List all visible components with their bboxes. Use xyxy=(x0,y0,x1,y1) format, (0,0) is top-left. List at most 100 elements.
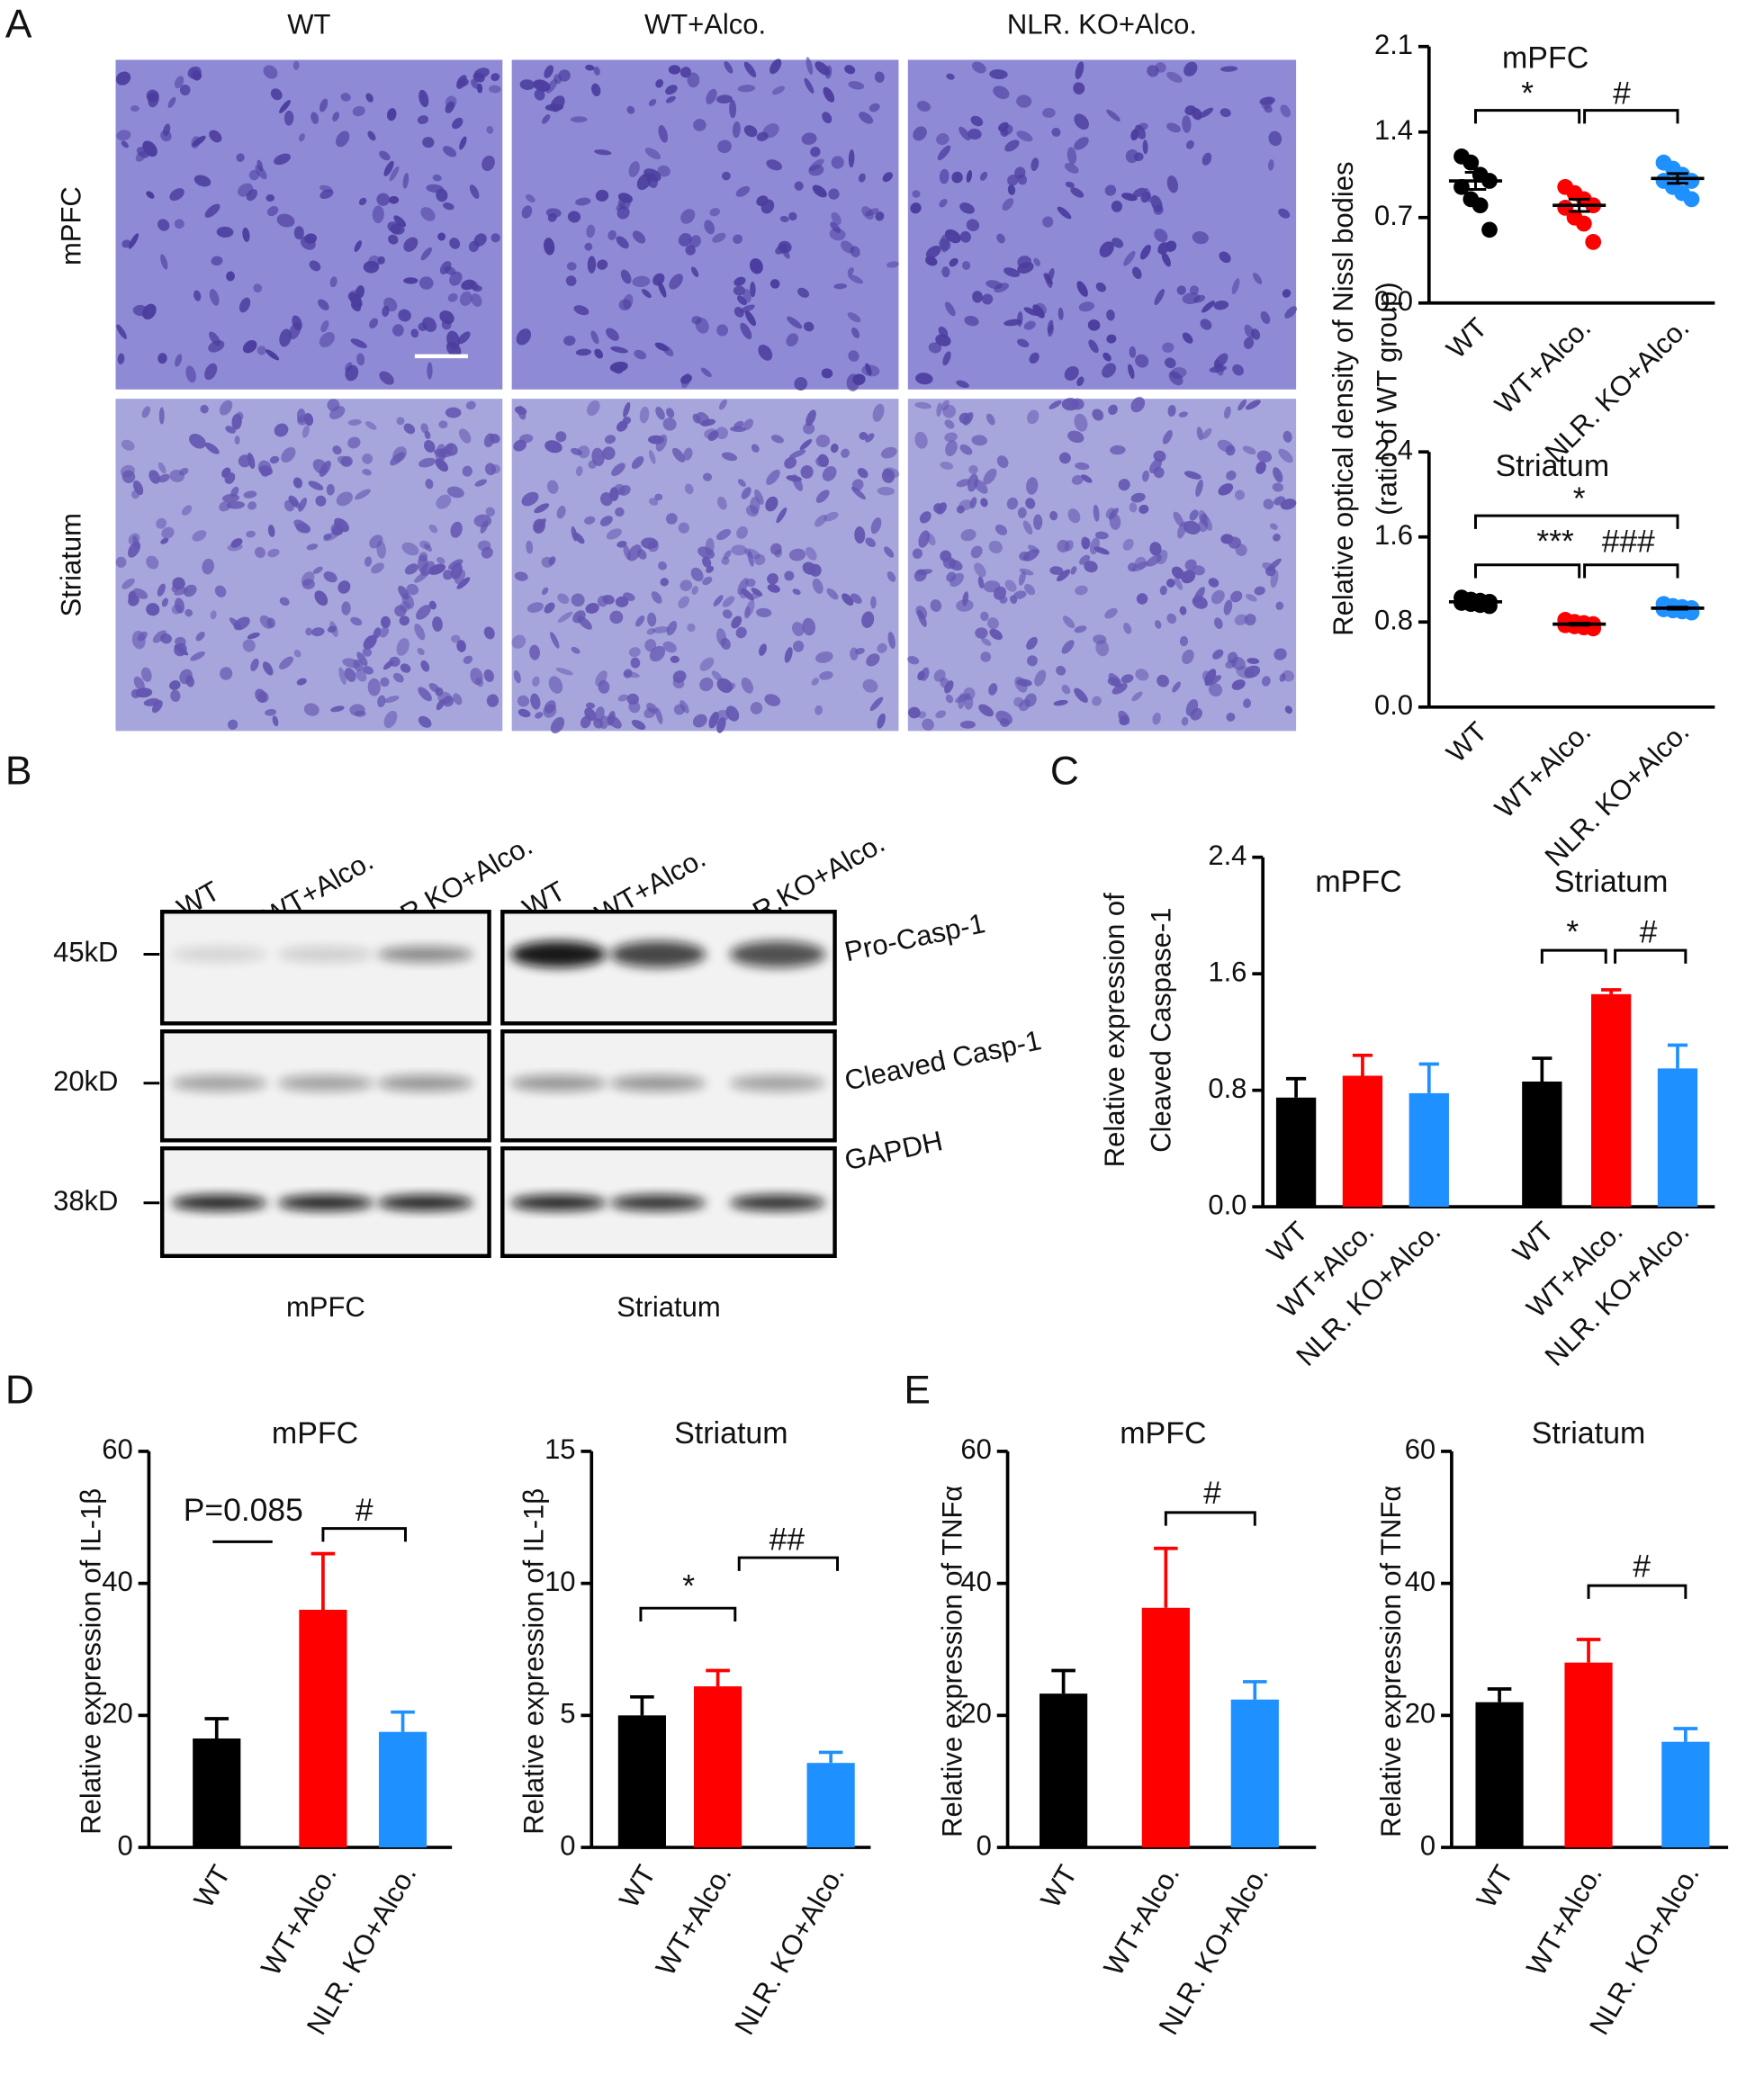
nucleus xyxy=(1075,585,1088,596)
bar xyxy=(1275,1097,1317,1208)
nucleus xyxy=(593,66,600,76)
nucleus xyxy=(122,239,131,248)
nucleus xyxy=(242,639,256,652)
x-tick-label: WT xyxy=(1440,715,1493,768)
nucleus xyxy=(700,367,712,378)
nucleus xyxy=(541,587,549,596)
nucleus xyxy=(1044,273,1053,288)
nucleus xyxy=(678,232,692,247)
bar xyxy=(694,1686,742,1848)
nucleus xyxy=(1153,450,1166,463)
nucleus xyxy=(1000,128,1009,137)
nucleus xyxy=(304,233,318,244)
nucleus xyxy=(865,208,879,217)
nucleus xyxy=(1027,409,1040,425)
nucleus xyxy=(743,125,758,138)
nucleus xyxy=(691,266,699,278)
nucleus xyxy=(884,546,895,558)
nucleus xyxy=(580,715,591,729)
nucleus xyxy=(449,271,463,286)
nucleus xyxy=(882,172,893,183)
nucleus xyxy=(1167,405,1176,418)
nucleus xyxy=(1181,716,1189,726)
blot-band xyxy=(377,1074,473,1091)
nucleus xyxy=(473,514,492,528)
nucleus xyxy=(1007,184,1016,195)
nucleus xyxy=(424,440,436,453)
nucleus xyxy=(202,558,215,575)
nucleus xyxy=(1227,651,1238,664)
nucleus xyxy=(220,667,233,680)
nucleus xyxy=(1139,244,1151,260)
nucleus xyxy=(1075,462,1090,471)
nucleus xyxy=(1004,139,1020,152)
bar xyxy=(1475,1702,1524,1848)
nucleus xyxy=(1189,285,1200,295)
nucleus xyxy=(741,487,752,499)
nucleus xyxy=(875,211,885,221)
nucleus xyxy=(369,534,383,549)
nucleus xyxy=(933,669,946,682)
nucleus xyxy=(1185,139,1194,149)
nucleus xyxy=(443,202,454,211)
nucleus xyxy=(1065,181,1075,188)
nucleus xyxy=(422,137,435,148)
nucleus xyxy=(1089,537,1100,555)
nucleus xyxy=(570,116,588,123)
nucleus xyxy=(185,365,196,383)
nucleus xyxy=(295,523,311,534)
nucleus xyxy=(208,340,225,353)
nucleus xyxy=(133,676,145,691)
nucleus xyxy=(279,656,294,670)
nucleus xyxy=(618,485,631,496)
nucleus xyxy=(486,125,494,134)
nucleus xyxy=(418,552,428,562)
nucleus xyxy=(130,105,140,112)
nucleus xyxy=(699,677,714,692)
nucleus xyxy=(557,611,573,624)
nucleus xyxy=(158,219,170,231)
y-axis-label: Relative expression of IL-1β xyxy=(76,1488,107,1835)
nucleus xyxy=(999,718,1010,728)
nucleus xyxy=(1226,712,1236,722)
nucleus xyxy=(996,233,1005,244)
nucleus xyxy=(456,640,466,652)
nucleus xyxy=(1081,536,1089,549)
bar xyxy=(193,1738,241,1848)
nucleus xyxy=(718,399,727,410)
nucleus xyxy=(516,328,532,346)
nucleus xyxy=(309,260,321,272)
nucleus xyxy=(327,625,338,633)
nucleus xyxy=(1152,712,1161,725)
y-tick-label: 40 xyxy=(1405,1566,1436,1597)
nucleus xyxy=(1057,206,1072,220)
blot-band xyxy=(277,946,374,963)
nucleus xyxy=(1061,398,1080,411)
nucleus xyxy=(1131,561,1149,572)
nucleus xyxy=(354,240,363,252)
nucleus xyxy=(1200,319,1212,330)
nucleus xyxy=(989,69,1008,80)
nucleus xyxy=(588,460,597,469)
nucleus xyxy=(711,670,723,682)
bar xyxy=(1040,1693,1088,1848)
nucleus xyxy=(1017,256,1032,269)
nucleus xyxy=(824,65,832,79)
y-tick-label: 0 xyxy=(976,1829,992,1861)
nucleus xyxy=(865,433,875,443)
blot-band xyxy=(377,946,473,963)
column-label: WT+Alco. xyxy=(644,9,766,40)
nucleus xyxy=(284,110,294,126)
nucleus xyxy=(1166,175,1179,193)
nucleus xyxy=(398,585,410,600)
nucleus xyxy=(704,220,716,235)
nucleus xyxy=(958,412,970,424)
nucleus xyxy=(590,330,599,345)
nucleus xyxy=(712,232,726,243)
blot-band xyxy=(729,940,826,968)
x-tick-label: WT xyxy=(1507,1216,1560,1269)
nucleus xyxy=(276,213,295,228)
nucleus xyxy=(358,197,367,206)
nucleus xyxy=(1106,309,1115,321)
bar xyxy=(1590,993,1632,1208)
